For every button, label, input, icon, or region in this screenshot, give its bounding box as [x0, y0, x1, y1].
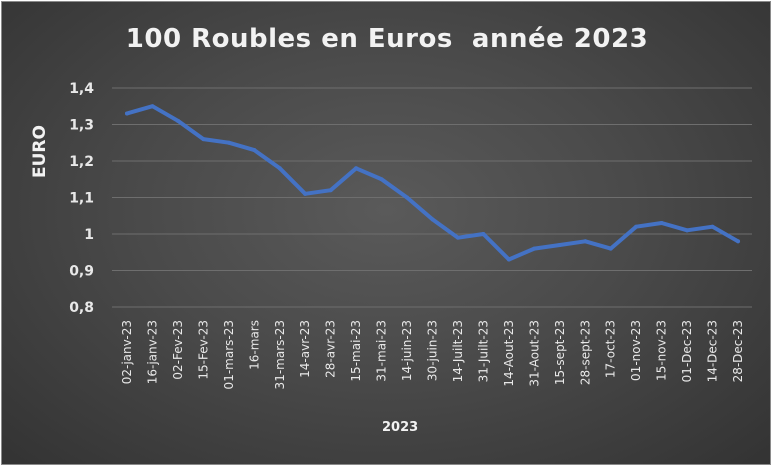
x-tick-label: 14-Juilt-23	[451, 320, 465, 382]
x-tick-label: 30-juin-23	[426, 320, 440, 381]
x-tick-label: 14-Dec-23	[706, 320, 720, 382]
x-tick-label: 16-mars	[247, 320, 261, 370]
x-tick-label: 01-nov-23	[629, 320, 643, 381]
x-tick-label: 15-mai-23	[349, 320, 363, 382]
x-tick-label: 01-Dec-23	[680, 320, 694, 382]
x-tick-label: 28-Dec-23	[731, 320, 745, 382]
x-tick-label: 16-janv-23	[145, 320, 159, 384]
data-point	[277, 166, 282, 171]
data-point	[226, 140, 231, 145]
data-point	[125, 111, 129, 116]
x-tick-label: 15-Fev-23	[196, 320, 210, 380]
data-point	[685, 228, 690, 233]
data-point	[405, 195, 410, 200]
x-tick-label: 28-sept-23	[578, 320, 592, 385]
x-tick-label: 14-juin-23	[400, 320, 414, 381]
x-tick-label: 31-Juilt-23	[476, 320, 490, 382]
x-tick-label: 31-mai-23	[375, 320, 389, 382]
data-point	[303, 191, 308, 196]
data-point	[455, 235, 460, 240]
y-tick-label: 0,9	[69, 264, 94, 280]
x-tick-label: 02-Fev-23	[171, 320, 185, 380]
y-tick-label: 1,2	[69, 154, 94, 170]
x-tick-label: 17-oct-23	[604, 320, 618, 378]
y-tick-label: 1,3	[69, 118, 94, 134]
data-point	[557, 242, 562, 247]
x-tick-label: 14-Aout-23	[502, 320, 516, 387]
data-point	[430, 217, 435, 222]
data-point	[175, 118, 180, 123]
x-tick-label: 02-janv-23	[120, 320, 134, 384]
y-tick-label: 1	[84, 227, 94, 243]
y-tick-label: 1,4	[69, 81, 94, 97]
data-point	[379, 177, 384, 182]
data-point	[532, 246, 537, 251]
data-point	[354, 166, 359, 171]
x-tick-label: 15-nov-23	[655, 320, 669, 381]
data-point	[252, 148, 257, 153]
data-point	[736, 239, 740, 244]
x-tick-label: 01-mars-23	[222, 320, 236, 389]
chart-title: 100 Roubles en Euros année 2023	[125, 24, 649, 54]
x-tick-label: 14-avr-23	[298, 320, 312, 378]
data-point	[328, 188, 333, 193]
x-tick-label: 15-sept-23	[553, 320, 567, 385]
data-point	[634, 224, 639, 229]
data-point	[506, 257, 511, 262]
x-tick-label: 31-Aout-23	[527, 320, 541, 387]
series-line	[125, 104, 740, 262]
data-point	[150, 104, 155, 109]
y-tick-label: 0,8	[69, 300, 94, 316]
data-point	[481, 232, 486, 236]
data-point	[583, 239, 588, 244]
y-tick-label: 1,1	[69, 191, 94, 207]
x-axis-title: 2023	[382, 420, 419, 435]
x-tick-label: 28-avr-23	[324, 320, 338, 378]
data-point	[710, 224, 715, 229]
x-tick-label: 31-mars-23	[273, 320, 287, 389]
data-point	[201, 137, 206, 142]
data-point	[608, 246, 613, 251]
data-point	[659, 221, 664, 226]
